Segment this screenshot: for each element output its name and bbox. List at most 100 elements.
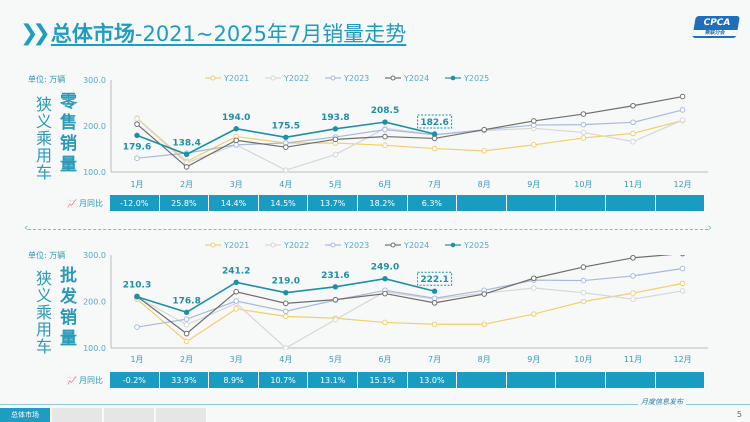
data-point: [531, 118, 537, 124]
yoy-cell: [605, 195, 656, 211]
yoy-cell: 18.2%: [357, 195, 408, 211]
tab-overall-market[interactable]: 总体市场: [0, 408, 50, 422]
legend-label: Y2023: [343, 241, 369, 250]
data-label: 249.0: [371, 263, 399, 273]
y-tick-label: 100.0: [83, 344, 106, 353]
tab-4[interactable]: [156, 408, 206, 422]
data-label: 179.6: [123, 142, 151, 152]
data-label: 194.0: [222, 113, 250, 123]
series-Y2025: [134, 119, 438, 158]
data-point: [531, 311, 537, 317]
data-point: [630, 119, 636, 126]
yoy-cell: [655, 195, 706, 211]
data-point: [431, 145, 438, 152]
x-tick-label: 3月: [230, 355, 243, 364]
data-point: [481, 291, 488, 297]
data-point: [233, 137, 239, 144]
data-point: [481, 321, 488, 328]
x-tick-label: 5月: [329, 180, 342, 189]
data-point: [382, 290, 388, 297]
data-point: [134, 155, 140, 161]
data-point: [630, 130, 636, 137]
yoy-cell: 15.1%: [357, 372, 408, 388]
yoy-cell: [556, 372, 606, 388]
data-point: [679, 280, 686, 287]
data-point: [283, 289, 289, 296]
title-bold: 总体市场: [50, 22, 135, 46]
yoy-cell: -0.2%: [110, 372, 160, 388]
section-divider: ‹ ›: [24, 221, 712, 234]
x-tick-label: 7月: [428, 180, 441, 189]
data-point: [134, 115, 140, 122]
x-tick-label: 11月: [624, 355, 642, 364]
data-point: [580, 277, 587, 284]
data-point: [580, 121, 587, 128]
data-point: [580, 129, 587, 136]
data-point: [183, 316, 190, 322]
data-point: [332, 151, 339, 158]
tab-3[interactable]: [104, 408, 154, 422]
x-tick-label: 8月: [478, 180, 491, 189]
x-tick-label: 2月: [180, 355, 193, 364]
highlight-box: [417, 271, 453, 286]
data-label: 208.5: [371, 106, 399, 116]
yoy-cell: 13.1%: [308, 372, 358, 388]
data-point: [531, 285, 537, 291]
yoy-cell: 33.9%: [159, 372, 210, 388]
data-point: [183, 338, 190, 345]
trend-chart-icon: 📈: [67, 198, 77, 208]
series-line: [136, 117, 683, 163]
data-point: [580, 298, 587, 305]
page-title: ❯❯ 总体市场-2021~2025年7月销量走势: [20, 18, 406, 48]
yoy-cell: [457, 195, 507, 211]
data-label: 176.8: [172, 296, 200, 306]
data-label: 138.4: [172, 138, 200, 148]
data-label: 241.2: [222, 266, 250, 276]
data-point: [183, 164, 190, 170]
data-point: [134, 121, 140, 127]
yoy-cell: 25.8%: [159, 195, 210, 211]
yoy-label-text: 月同比: [78, 198, 103, 208]
yoy-label: 📈 月同比: [60, 372, 110, 388]
data-point: [134, 294, 140, 300]
x-tick-label: 1月: [130, 180, 143, 189]
yoy-cell: [506, 372, 557, 388]
legend-marker: [270, 242, 276, 248]
legend-label: Y2025: [463, 74, 489, 83]
yoy-cell: 6.3%: [407, 195, 458, 211]
yoy-cell: [556, 195, 606, 211]
legend-label: Y2022: [283, 241, 309, 250]
data-point: [580, 135, 587, 141]
legend-label: Y2022: [283, 74, 309, 83]
data-point: [431, 131, 438, 137]
yoy-cell: [655, 372, 706, 388]
highlight-box: [417, 114, 453, 129]
legend-marker: [390, 75, 396, 81]
series-Y2022: [134, 285, 686, 350]
x-tick-label: 2月: [180, 180, 193, 189]
series-line: [136, 287, 683, 349]
page-number: 5: [736, 410, 742, 419]
data-point: [630, 102, 636, 109]
data-point: [332, 136, 339, 143]
data-point: [382, 126, 388, 133]
data-point: [679, 288, 686, 294]
arrow-right-icon: ›: [707, 221, 712, 234]
x-tick-label: 7月: [428, 355, 441, 364]
data-label: 193.8: [321, 113, 349, 123]
data-point: [580, 289, 587, 296]
data-point: [283, 345, 289, 350]
x-tick-label: 11月: [624, 180, 642, 189]
yoy-cell: 14.4%: [209, 195, 259, 211]
data-point: [332, 126, 339, 132]
yoy-cell: 8.9%: [209, 372, 259, 388]
tab-2[interactable]: [52, 408, 102, 422]
footer-tabs: 总体市场: [0, 408, 208, 422]
x-tick-label: 8月: [478, 355, 491, 364]
data-point: [183, 309, 190, 315]
trend-chart-icon: 📈: [67, 375, 77, 385]
data-point: [134, 132, 140, 139]
side-label: 狭义乘用车: [33, 270, 52, 355]
arrow-left-icon: ‹: [24, 221, 29, 234]
footer-line: [0, 404, 750, 405]
